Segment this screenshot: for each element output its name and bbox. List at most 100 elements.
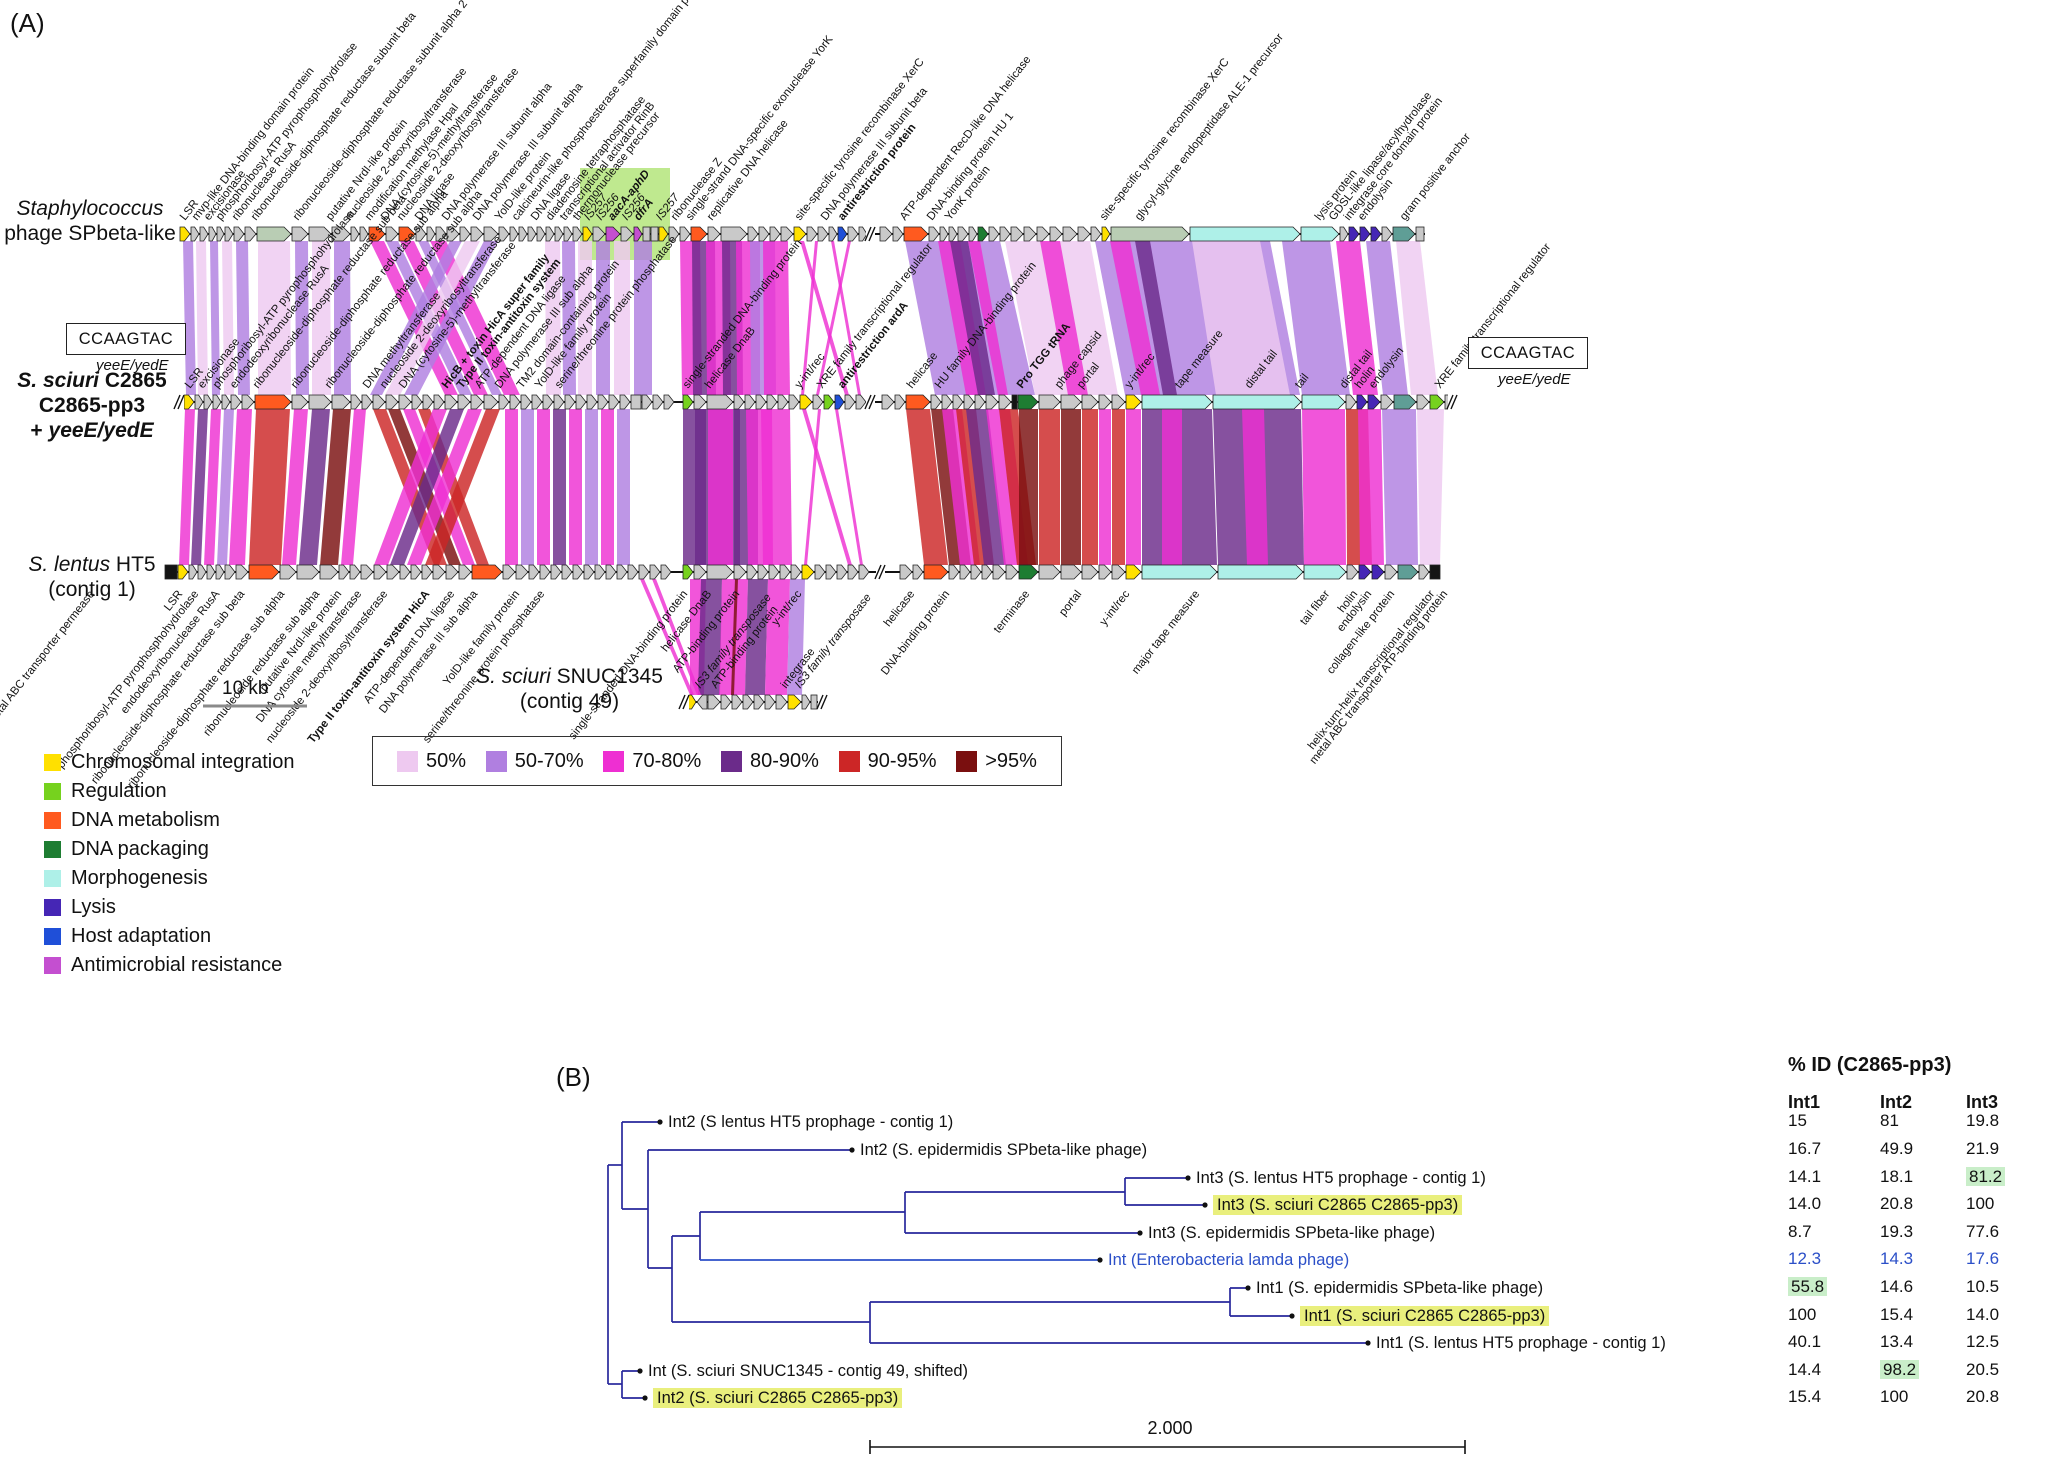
gene-arrow — [1125, 394, 1142, 410]
sequence-break-slash — [678, 694, 686, 710]
gene-arrow — [399, 564, 411, 580]
gene-arrow — [194, 394, 204, 410]
gene-arrow — [687, 694, 697, 710]
identity-ribbon — [222, 241, 234, 395]
tree-tip — [1202, 1202, 1208, 1208]
identity-ribbon — [1417, 409, 1444, 565]
gene-arrow — [291, 226, 309, 242]
gene-arrow — [1017, 394, 1039, 410]
identity-ribbon — [385, 241, 480, 395]
legend-label: Regulation — [71, 780, 167, 802]
gene-arrow — [707, 226, 721, 242]
gene-arrow — [539, 564, 551, 580]
id-table-cell: 19.8 — [1966, 1111, 2000, 1130]
id-table-cell: 100 — [1788, 1305, 1817, 1324]
gene-arrow — [291, 394, 309, 410]
gene-arrow — [957, 226, 969, 242]
id-table-cell: 81.2 — [1966, 1167, 2046, 1187]
gene-arrow — [746, 564, 758, 580]
tree-tip — [657, 1119, 663, 1125]
sequence-break-slash — [816, 694, 824, 710]
gene-arrow — [498, 226, 510, 242]
gene-arrow — [520, 394, 532, 410]
gene-arrow — [554, 226, 564, 242]
identity-ribbon — [258, 241, 291, 395]
gene-label: phosphoribosyl-ATP pyrophosphohydrolase — [214, 40, 360, 222]
gene-arrow — [470, 394, 484, 410]
sequence-break-slash — [864, 394, 872, 410]
gene-arrow — [858, 564, 870, 580]
gene-arrow — [1189, 226, 1301, 242]
id-table-cell: 10.5 — [1966, 1277, 2000, 1296]
identity-ribbon — [217, 409, 234, 565]
identity-ribbon — [407, 409, 482, 565]
gene-arrow — [1018, 564, 1039, 580]
gene-arrow — [498, 394, 510, 410]
gene-arrow — [372, 394, 386, 410]
gene-arrow — [572, 564, 584, 580]
gene-box — [164, 564, 178, 580]
track-title-snuc1345: S. sciuri SNUC1345 (contig 49) — [462, 664, 677, 714]
gene-arrow — [542, 394, 554, 410]
gene-arrow — [652, 394, 664, 410]
gene-arrow — [879, 226, 893, 242]
identity-ribbon — [1126, 409, 1141, 565]
gene-box — [642, 226, 651, 242]
gene-arrow — [179, 226, 191, 242]
category-legend-item: Lysis — [44, 893, 294, 922]
tree-tip — [642, 1395, 648, 1401]
id-table-cell: 12.3 — [1788, 1249, 1822, 1268]
gene-arrow — [1217, 564, 1304, 580]
gene-arrow — [564, 394, 576, 410]
id-table-cell: 15.4 — [1788, 1387, 1822, 1406]
tree-tip — [1245, 1285, 1251, 1291]
gene-arrow — [244, 226, 257, 242]
gene-arrow — [899, 564, 913, 580]
gene-arrow — [1038, 564, 1061, 580]
gene-arrow — [790, 564, 802, 580]
gene-arrow — [663, 394, 675, 410]
gene-arrow — [753, 694, 765, 710]
gene-arrow — [1358, 564, 1372, 580]
sequence-break-slash — [173, 394, 181, 410]
gene-arrow — [582, 226, 593, 242]
gene-arrow — [912, 564, 924, 580]
id-table-cell: 14.4 — [1788, 1360, 1822, 1379]
identity-ribbon — [341, 409, 366, 565]
gene-arrow — [834, 394, 845, 410]
identity-ribbon — [179, 409, 195, 565]
identity-ribbon — [1282, 241, 1350, 395]
gene-arrow — [682, 564, 694, 580]
gene-arrow — [350, 394, 362, 410]
gene-arrow — [679, 226, 691, 242]
identity-ribbon — [1061, 409, 1081, 565]
id-table-cell: 15.4 — [1880, 1305, 1914, 1324]
gene-arrow — [1346, 564, 1359, 580]
id-table-row: 16.7 49.9 21.9 — [1788, 1139, 2046, 1159]
track-title-line: S. sciuri — [476, 665, 551, 688]
gene-arrow — [531, 394, 543, 410]
identity-ribbon — [236, 241, 250, 395]
legend-label: 90-95% — [867, 749, 937, 772]
tree-leaf-label: Int2 (S. sciuri C2865 C2865-pp3) — [653, 1388, 903, 1408]
identity-ribbon — [374, 409, 447, 565]
gene-arrow — [361, 394, 373, 410]
identity-ribbon — [1099, 409, 1111, 565]
gene-arrow — [616, 564, 628, 580]
sequence-break — [680, 693, 689, 711]
gene-arrow — [638, 564, 650, 580]
gene-arrow — [769, 226, 781, 242]
identity-ribbon — [390, 409, 464, 565]
identity-ribbon — [1242, 409, 1268, 565]
legend-color-swatch — [44, 812, 61, 829]
gene-arrow — [1098, 394, 1112, 410]
gene-arrow — [780, 226, 794, 242]
gene-arrow — [349, 564, 361, 580]
yeeE-yedE-label-left: yeeE/yedE — [96, 357, 169, 374]
gene-arrow — [768, 564, 780, 580]
identity-ribbon — [299, 409, 330, 565]
id-table-cell: 21.9 — [1966, 1139, 2000, 1158]
gene-arrow — [1010, 226, 1024, 242]
gene-arrow — [536, 226, 546, 242]
